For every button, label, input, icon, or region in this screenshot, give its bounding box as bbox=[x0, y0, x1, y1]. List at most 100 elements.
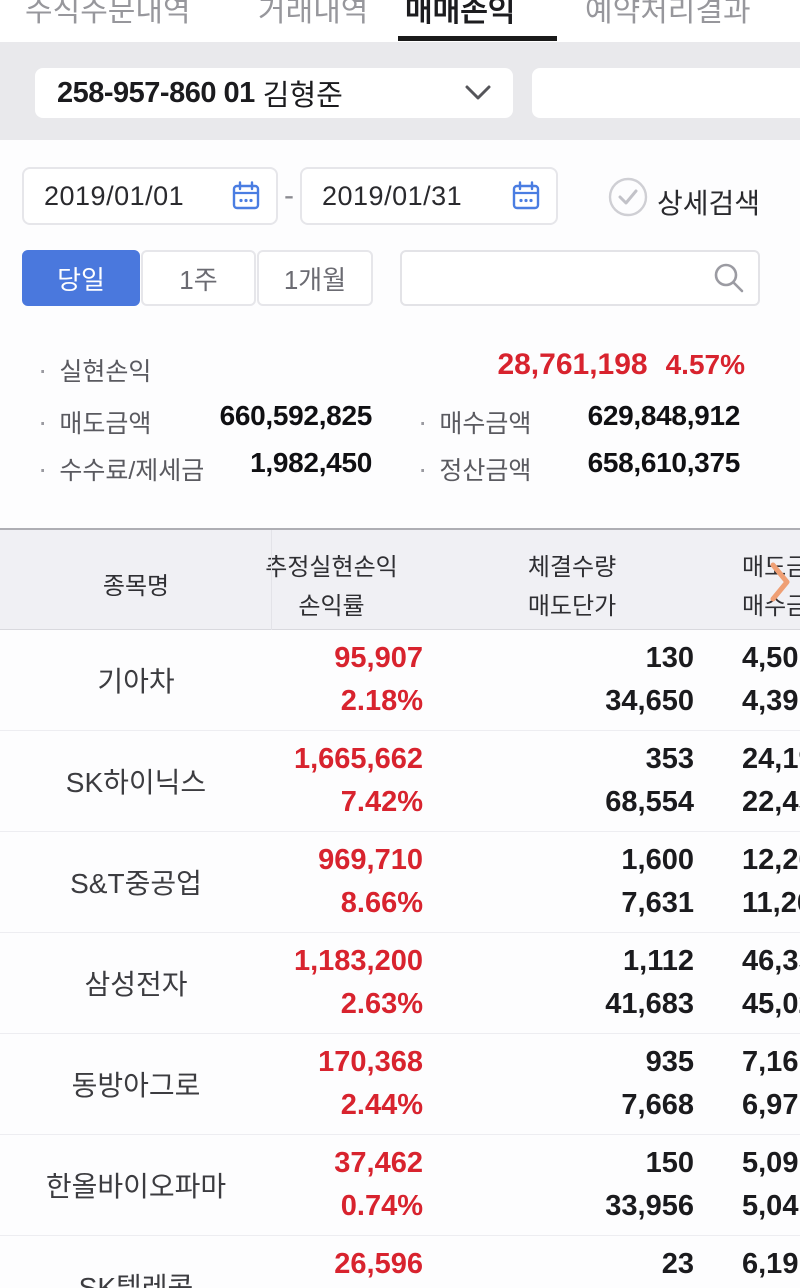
fee-label: 수수료/제세금 bbox=[59, 457, 205, 485]
row-sell-price: 34,650 bbox=[605, 685, 694, 717]
realized-pl-amount: 28,761,198 bbox=[497, 348, 648, 381]
calendar-icon[interactable] bbox=[510, 180, 542, 212]
row-profit-rate: 2.18% bbox=[340, 685, 423, 717]
period-button-today[interactable]: 당일 bbox=[22, 250, 140, 306]
date-range-separator: - bbox=[284, 179, 294, 212]
tab-stock-order-history[interactable]: 주식주문내역 bbox=[25, 0, 191, 28]
date-from-value: 2019/01/01 bbox=[44, 180, 185, 211]
header-stock-name: 종목명 bbox=[102, 573, 170, 600]
sell-amount-label-group: · 매도금액 bbox=[38, 404, 151, 440]
settlement-label: 정산금액 bbox=[439, 457, 532, 485]
row-sell-amount: 7,16 bbox=[742, 1046, 799, 1078]
detail-search-checkbox[interactable] bbox=[607, 176, 649, 218]
buy-amount-label: 매수금액 bbox=[439, 410, 532, 438]
bullet: · bbox=[418, 453, 428, 484]
row-qty: 130 bbox=[645, 642, 694, 674]
row-profit: 1,183,200 bbox=[293, 945, 423, 977]
fee-label-group: · 수수료/제세금 bbox=[38, 451, 204, 487]
table-row[interactable]: 삼성전자 1,183,200 2.63% 1,112 41,683 46,35 … bbox=[0, 933, 800, 1034]
stock-name: S&T중공업 bbox=[70, 868, 202, 899]
stock-search-input[interactable] bbox=[418, 262, 712, 294]
sell-amount-value: 660,592,825 bbox=[219, 400, 373, 431]
period-button-week[interactable]: 1주 bbox=[141, 250, 256, 306]
row-profit: 170,368 bbox=[318, 1046, 423, 1078]
table-row[interactable]: 기아차 95,907 2.18% 130 34,650 4,50 4,39 bbox=[0, 630, 800, 731]
row-profit-rate: 7.42% bbox=[340, 786, 423, 818]
row-sell-price: 7,668 bbox=[621, 1089, 694, 1121]
row-sell-amount: 5,09 bbox=[742, 1147, 799, 1179]
settlement-value: 658,610,375 bbox=[587, 447, 741, 478]
row-sell-amount: 12,20 bbox=[742, 844, 800, 876]
search-icon[interactable] bbox=[712, 261, 746, 295]
realized-pl-label: 실현손익 bbox=[59, 358, 152, 386]
row-buy-amount: 11,20 bbox=[742, 887, 800, 919]
row-qty: 23 bbox=[661, 1248, 694, 1280]
settlement-label-group: · 정산금액 bbox=[418, 451, 531, 487]
header-sell-price: 매도단가 bbox=[527, 593, 617, 620]
table-body: 기아차 95,907 2.18% 130 34,650 4,50 4,39 SK… bbox=[0, 630, 800, 1288]
stock-name: 한올바이오파마 bbox=[45, 1171, 227, 1202]
fee-value: 1,982,450 bbox=[250, 447, 372, 478]
date-to-value: 2019/01/31 bbox=[322, 180, 463, 211]
realized-pl-label-group: · 실현손익 bbox=[38, 352, 151, 388]
tab-transaction-history[interactable]: 거래내역 bbox=[258, 0, 369, 28]
row-qty: 935 bbox=[645, 1046, 694, 1078]
row-sell-price: 33,956 bbox=[605, 1190, 694, 1222]
row-sell-amount: 46,35 bbox=[742, 945, 800, 977]
buy-amount-value: 629,848,912 bbox=[587, 400, 741, 431]
bullet: · bbox=[38, 453, 48, 484]
row-sell-amount: 4,50 bbox=[742, 642, 799, 674]
row-sell-price: 7,631 bbox=[621, 887, 694, 919]
detail-search-label[interactable]: 상세검색 bbox=[657, 188, 761, 219]
date-to-field[interactable]: 2019/01/31 bbox=[300, 167, 558, 225]
row-profit-rate: 2.63% bbox=[340, 988, 423, 1020]
date-from-field[interactable]: 2019/01/01 bbox=[22, 167, 278, 225]
table-row[interactable]: SK텔레콤 26,596 23 6,19 bbox=[0, 1236, 800, 1288]
stock-name: SK텔레콤 bbox=[78, 1272, 194, 1288]
header-sell-amount: 매도금액 bbox=[742, 554, 800, 581]
account-band: 258-957-860 01 김형준 bbox=[0, 42, 800, 140]
table-top-border bbox=[0, 528, 800, 530]
stock-name: 기아차 bbox=[97, 666, 175, 697]
table-row[interactable]: S&T중공업 969,710 8.66% 1,600 7,631 12,20 1… bbox=[0, 832, 800, 933]
row-profit: 26,596 bbox=[334, 1248, 423, 1280]
row-buy-amount: 4,39 bbox=[742, 685, 799, 717]
row-profit-rate: 0.74% bbox=[340, 1190, 423, 1222]
account-holder: 김형준 bbox=[262, 80, 343, 112]
row-profit-rate: 2.44% bbox=[340, 1089, 423, 1121]
account-number: 258-957-860 01 bbox=[57, 76, 255, 109]
row-qty: 353 bbox=[645, 743, 694, 775]
row-profit-rate: 8.66% bbox=[340, 887, 423, 919]
row-qty: 1,112 bbox=[623, 945, 694, 977]
tab-reservation-result[interactable]: 예약처리결과 bbox=[585, 0, 751, 28]
stock-search-box bbox=[400, 250, 760, 306]
tab-trading-pl[interactable]: 매매손익 bbox=[405, 0, 516, 28]
chevron-down-icon bbox=[465, 85, 491, 101]
top-tab-bar: 주식주문내역 거래내역 매매손익 예약처리결과 bbox=[0, 0, 800, 42]
table-row[interactable]: SK하이닉스 1,665,662 7.42% 353 68,554 24,19 … bbox=[0, 731, 800, 832]
stock-name: 동방아그로 bbox=[71, 1070, 201, 1101]
row-sell-amount: 6,19 bbox=[742, 1248, 799, 1280]
calendar-icon[interactable] bbox=[230, 180, 262, 212]
row-profit: 37,462 bbox=[334, 1147, 423, 1179]
stock-name: 삼성전자 bbox=[84, 969, 188, 1000]
buy-amount-label-group: · 매수금액 bbox=[418, 404, 531, 440]
account-selector[interactable]: 258-957-860 01 김형준 bbox=[35, 68, 513, 118]
row-profit: 1,665,662 bbox=[293, 743, 423, 775]
row-buy-amount: 6,97 bbox=[742, 1089, 799, 1121]
header-pl-rate: 손익률 bbox=[298, 593, 365, 620]
secondary-selector[interactable] bbox=[532, 68, 800, 118]
row-sell-amount: 24,19 bbox=[742, 743, 800, 775]
row-buy-amount: 5,04 bbox=[742, 1190, 799, 1222]
bullet: · bbox=[38, 406, 48, 437]
row-profit: 95,907 bbox=[334, 642, 423, 674]
horizontal-scroll-arrow-icon[interactable] bbox=[770, 562, 792, 602]
active-tab-underline bbox=[398, 36, 557, 41]
table-header: 종목명 추정실현손익 손익률 체결수량 매도단가 매도금액 매수금액 bbox=[0, 530, 800, 630]
table-row[interactable]: 동방아그로 170,368 2.44% 935 7,668 7,16 6,97 bbox=[0, 1034, 800, 1135]
period-button-month[interactable]: 1개월 bbox=[257, 250, 373, 306]
bullet: · bbox=[38, 354, 48, 385]
row-sell-price: 41,683 bbox=[605, 988, 694, 1020]
table-row[interactable]: 한올바이오파마 37,462 0.74% 150 33,956 5,09 5,0… bbox=[0, 1135, 800, 1236]
